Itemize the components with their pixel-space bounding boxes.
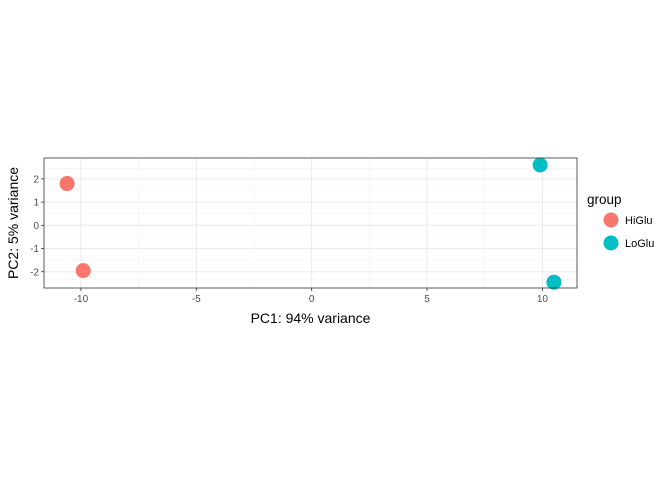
data-point-loglu: [546, 274, 562, 290]
legend-title: group: [587, 192, 622, 207]
legend-label-higlu: HiGlu: [625, 215, 653, 227]
y-tick-label: -2: [30, 267, 39, 278]
x-tick-label: -10: [74, 294, 89, 305]
x-tick-label: 5: [424, 294, 430, 305]
legend-label-loglu: LoGlu: [625, 238, 654, 250]
x-tick-label: 10: [537, 294, 549, 305]
legend: group HiGlu LoGlu: [587, 192, 654, 251]
minor-gridlines: [44, 158, 577, 288]
x-axis-title: PC1: 94% variance: [251, 310, 371, 326]
y-tick-label: 0: [33, 221, 39, 232]
x-tick-label: -5: [192, 294, 201, 305]
legend-key-loglu: [603, 235, 619, 251]
data-point-higlu: [59, 176, 75, 192]
data-points: [59, 157, 562, 290]
x-tick-label: 0: [309, 294, 315, 305]
y-tick-label: -1: [30, 244, 39, 255]
legend-key-higlu: [603, 212, 619, 228]
y-tick-label: 1: [33, 198, 39, 209]
plot-panel-border: [43, 157, 578, 289]
y-axis-title: PC2: 5% variance: [5, 167, 21, 279]
y-axis-ticks: -2 -1 0 1 2: [30, 174, 44, 278]
major-gridlines: [44, 158, 577, 288]
data-point-loglu: [532, 157, 548, 173]
y-tick-label: 2: [33, 174, 39, 185]
x-axis-ticks: -10 -5 0 5 10: [74, 288, 549, 305]
data-point-higlu: [75, 263, 91, 279]
